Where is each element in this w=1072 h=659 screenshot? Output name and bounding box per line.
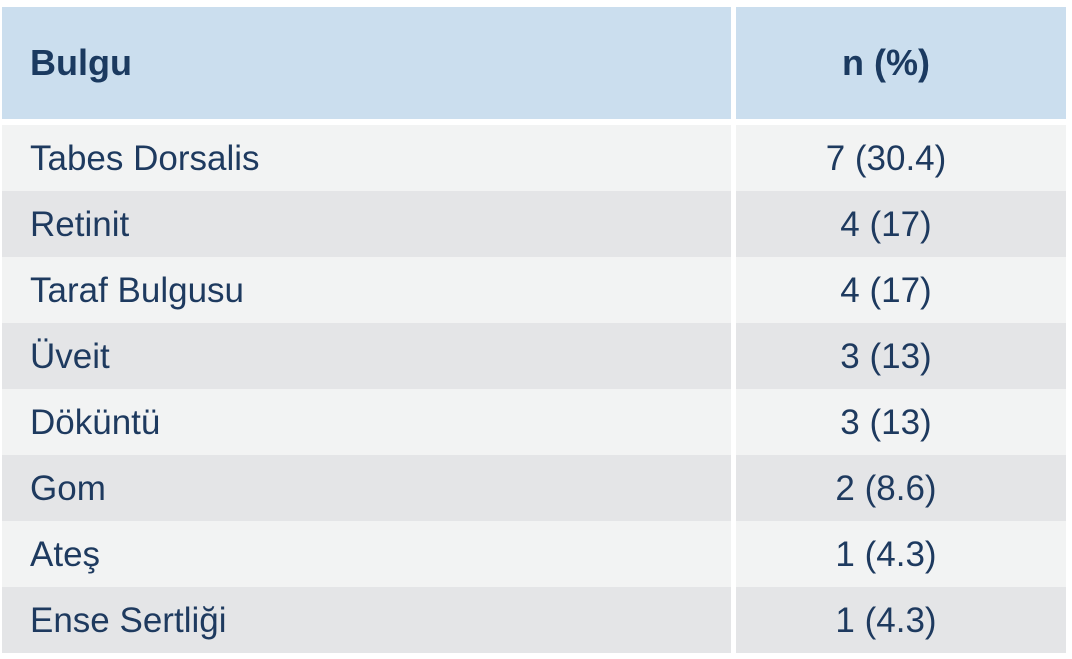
- finding-value: 2 (8.6): [736, 455, 1066, 521]
- finding-value: 4 (17): [736, 191, 1066, 257]
- finding-value: 1 (4.3): [736, 587, 1066, 653]
- finding-label: Tabes Dorsalis: [2, 125, 731, 191]
- column-header-n-pct: n (%): [736, 7, 1066, 119]
- table-row: Ense Sertliği 1 (4.3): [2, 587, 1066, 653]
- table-row: Üveit 3 (13): [2, 323, 1066, 389]
- finding-value: 4 (17): [736, 257, 1066, 323]
- table-row: Tabes Dorsalis 7 (30.4): [2, 125, 1066, 191]
- column-header-bulgu: Bulgu: [2, 7, 731, 119]
- finding-label: Ense Sertliği: [2, 587, 731, 653]
- finding-label: Taraf Bulgusu: [2, 257, 731, 323]
- table-header-row: Bulgu n (%): [2, 7, 1066, 119]
- finding-value: 3 (13): [736, 323, 1066, 389]
- finding-label: Ateş: [2, 521, 731, 587]
- finding-label: Üveit: [2, 323, 731, 389]
- finding-label: Retinit: [2, 191, 731, 257]
- table-row: Gom 2 (8.6): [2, 455, 1066, 521]
- finding-label: Gom: [2, 455, 731, 521]
- findings-table: Bulgu n (%) Tabes Dorsalis 7 (30.4) Reti…: [2, 7, 1066, 653]
- finding-value: 1 (4.3): [736, 521, 1066, 587]
- table-row: Döküntü 3 (13): [2, 389, 1066, 455]
- table-row: Taraf Bulgusu 4 (17): [2, 257, 1066, 323]
- finding-label: Döküntü: [2, 389, 731, 455]
- finding-value: 7 (30.4): [736, 125, 1066, 191]
- table-row: Retinit 4 (17): [2, 191, 1066, 257]
- finding-value: 3 (13): [736, 389, 1066, 455]
- table-row: Ateş 1 (4.3): [2, 521, 1066, 587]
